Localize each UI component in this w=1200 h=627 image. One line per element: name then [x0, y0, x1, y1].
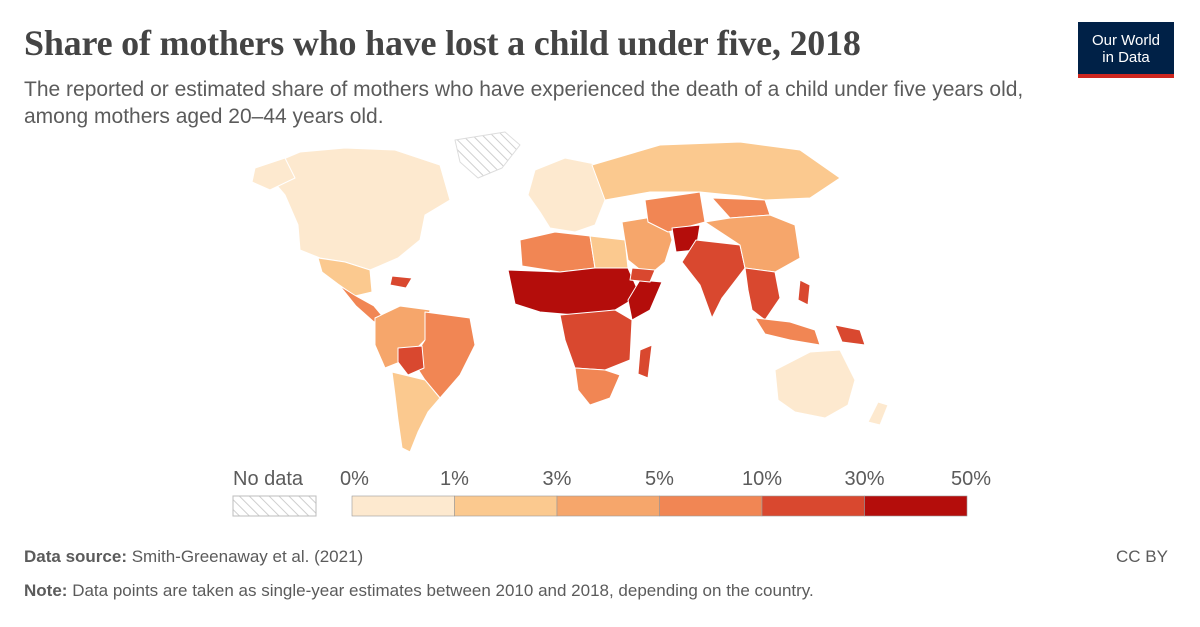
- logo-line-2: in Data: [1102, 49, 1150, 66]
- region-australia[interactable]: [774, 349, 856, 419]
- data-source-text[interactable]: Smith-Greenaway et al. (2021): [131, 547, 364, 566]
- data-source-label: Data source:: [24, 547, 127, 566]
- chart-subtitle: The reported or estimated share of mothe…: [24, 78, 1024, 128]
- region-china[interactable]: [704, 214, 801, 273]
- region-new-zealand[interactable]: [867, 401, 889, 426]
- region-southern-africa[interactable]: [574, 367, 621, 406]
- footnote: Note: Data points are taken as single-ye…: [24, 581, 814, 601]
- region-yemen[interactable]: [629, 267, 656, 283]
- chart-title: Share of mothers who have lost a child u…: [24, 23, 861, 63]
- region-southeast-asia[interactable]: [744, 267, 781, 321]
- legend-tick-label-5: 30%: [844, 468, 884, 490]
- legend-bins: 0% 1% 3% 5% 10% 30% 50%: [340, 468, 991, 517]
- region-somalia[interactable]: [627, 279, 663, 321]
- legend-swatch-2[interactable]: [556, 495, 660, 517]
- region-egypt[interactable]: [589, 235, 629, 269]
- logo-line-1: Our World: [1091, 32, 1161, 49]
- region-russia[interactable]: [591, 141, 841, 201]
- region-europe[interactable]: [527, 157, 606, 233]
- legend-tick-label-0: 0%: [340, 468, 369, 490]
- license[interactable]: CC BY: [1116, 547, 1168, 566]
- note-label: Note:: [24, 581, 68, 600]
- region-sahel[interactable]: [507, 267, 641, 316]
- region-indonesia[interactable]: [754, 317, 821, 346]
- region-bolivia[interactable]: [397, 345, 425, 376]
- legend-tick-label-2: 3%: [543, 468, 572, 490]
- legend-tick-label-4: 10%: [742, 468, 782, 490]
- legend-tick-label-6: 50%: [951, 468, 991, 490]
- region-north-america[interactable]: [261, 147, 451, 271]
- legend-swatch-3[interactable]: [659, 495, 763, 517]
- data-source: Data source: Smith-Greenaway et al. (202…: [24, 547, 363, 567]
- region-papua-new-guinea[interactable]: [834, 324, 866, 346]
- legend-swatch-0[interactable]: [351, 495, 455, 517]
- note-text: Data points are taken as single-year est…: [72, 581, 814, 600]
- region-southern-cone[interactable]: [391, 371, 441, 453]
- region-madagascar[interactable]: [637, 344, 653, 379]
- legend-no-data-label: No data: [233, 468, 304, 490]
- owid-logo[interactable]: Our World in Data: [1078, 22, 1174, 78]
- legend-swatch-5[interactable]: [864, 495, 968, 517]
- legend-swatch-4[interactable]: [761, 495, 865, 517]
- region-greenland[interactable]: [454, 131, 521, 179]
- region-philippines[interactable]: [797, 279, 811, 306]
- region-mexico[interactable]: [317, 257, 373, 297]
- legend-tick-label-3: 5%: [645, 468, 674, 490]
- legend-swatch-1[interactable]: [454, 495, 558, 517]
- region-north-africa[interactable]: [519, 231, 596, 273]
- legend-no-data-swatch: [232, 495, 317, 517]
- legend: No data 0% 1% 3% 5% 10% 30% 50%: [232, 468, 991, 517]
- region-alaska[interactable]: [251, 157, 296, 191]
- legend-tick-label-1: 1%: [440, 468, 469, 490]
- region-south-asia[interactable]: [681, 239, 746, 319]
- region-east-central-africa[interactable]: [559, 309, 633, 371]
- region-haiti[interactable]: [389, 275, 413, 289]
- region-mongolia[interactable]: [711, 197, 771, 219]
